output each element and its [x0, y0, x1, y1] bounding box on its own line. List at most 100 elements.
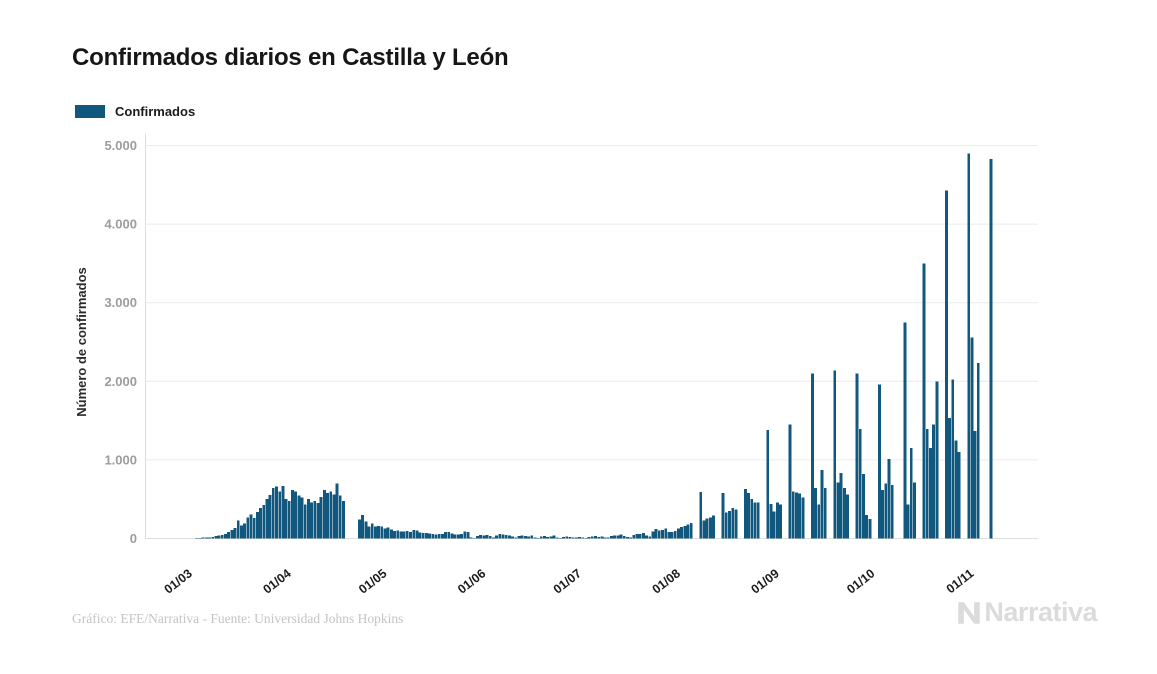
bar	[262, 505, 266, 539]
bar	[868, 518, 872, 539]
bar	[552, 535, 556, 539]
bar	[434, 534, 438, 539]
bar	[402, 531, 406, 539]
bar	[625, 536, 629, 539]
bar	[421, 533, 425, 539]
bar	[865, 514, 869, 539]
bar	[469, 537, 473, 539]
bar	[686, 524, 690, 539]
bar	[702, 520, 706, 539]
bar	[699, 492, 703, 539]
bar	[214, 536, 218, 539]
bar	[322, 489, 326, 539]
bar	[846, 494, 849, 539]
bar	[909, 448, 913, 539]
bar	[766, 430, 770, 539]
bar	[208, 537, 211, 539]
bar	[198, 537, 202, 539]
bar	[358, 519, 361, 539]
bar	[460, 534, 463, 539]
bar	[667, 531, 671, 539]
bar	[300, 497, 304, 539]
bar	[641, 532, 645, 539]
x-tick-label: 01/09	[749, 566, 782, 596]
bar	[944, 190, 948, 539]
bar	[756, 502, 760, 539]
bar	[587, 536, 591, 539]
bar	[444, 531, 448, 539]
bar	[271, 488, 275, 539]
bar	[437, 533, 441, 539]
bar	[507, 535, 511, 539]
bar	[951, 379, 955, 539]
bar	[657, 530, 661, 539]
bar	[680, 527, 684, 539]
bar	[530, 535, 534, 539]
bar	[492, 537, 495, 539]
bar	[651, 531, 655, 539]
x-tick-label: 01/03	[162, 566, 195, 596]
bar	[603, 537, 607, 539]
bar	[606, 537, 610, 539]
bar	[613, 535, 617, 539]
source-credit: Gráfico: EFE/Narrativa - Fuente: Univers…	[72, 611, 404, 626]
bar	[823, 488, 827, 539]
bar	[855, 373, 859, 539]
bar	[364, 521, 368, 539]
bar	[638, 534, 642, 539]
bar	[600, 536, 604, 539]
bar	[989, 158, 993, 539]
bar	[887, 459, 891, 539]
bar	[970, 337, 974, 539]
y-tick-label: 2.000	[104, 374, 137, 389]
bar	[485, 534, 489, 539]
bar	[724, 512, 728, 539]
bar	[463, 531, 467, 539]
bar	[246, 517, 250, 539]
x-tick-label: 01/06	[455, 566, 488, 596]
bar	[409, 531, 412, 539]
bar	[670, 532, 674, 539]
bar	[268, 494, 272, 539]
bar	[610, 536, 613, 539]
bar	[236, 520, 240, 539]
x-tick-label: 01/05	[356, 566, 389, 596]
bar	[769, 503, 773, 539]
bar	[220, 534, 224, 539]
bar	[922, 263, 926, 539]
bar	[728, 510, 731, 539]
bar	[664, 528, 668, 539]
bar	[817, 504, 821, 539]
y-tick-label: 5.000	[104, 138, 137, 153]
bar	[316, 503, 320, 539]
bar	[619, 534, 623, 539]
bar	[504, 534, 508, 539]
bar	[405, 530, 409, 539]
bar	[342, 500, 345, 539]
bar	[884, 483, 888, 539]
y-tick-label: 4.000	[104, 217, 137, 232]
bar	[811, 373, 814, 539]
bar	[520, 535, 524, 539]
bar	[284, 498, 288, 539]
bar	[383, 528, 387, 539]
bar	[734, 509, 738, 539]
bar	[370, 523, 374, 539]
bar	[568, 537, 572, 539]
bar	[795, 492, 798, 539]
bar	[287, 500, 291, 539]
bar	[597, 536, 601, 539]
bar	[361, 514, 365, 539]
bar	[622, 536, 626, 539]
bar	[957, 452, 961, 539]
bar	[913, 482, 916, 539]
page-title: Confirmados diarios en Castilla y León	[72, 44, 509, 71]
bar	[814, 488, 818, 539]
bar	[479, 535, 483, 539]
x-tick-label: 01/08	[650, 566, 683, 596]
x-tick-label: 01/07	[551, 566, 584, 596]
bar	[635, 533, 639, 539]
bar	[629, 537, 633, 539]
bar	[932, 424, 936, 539]
bar	[275, 486, 278, 539]
